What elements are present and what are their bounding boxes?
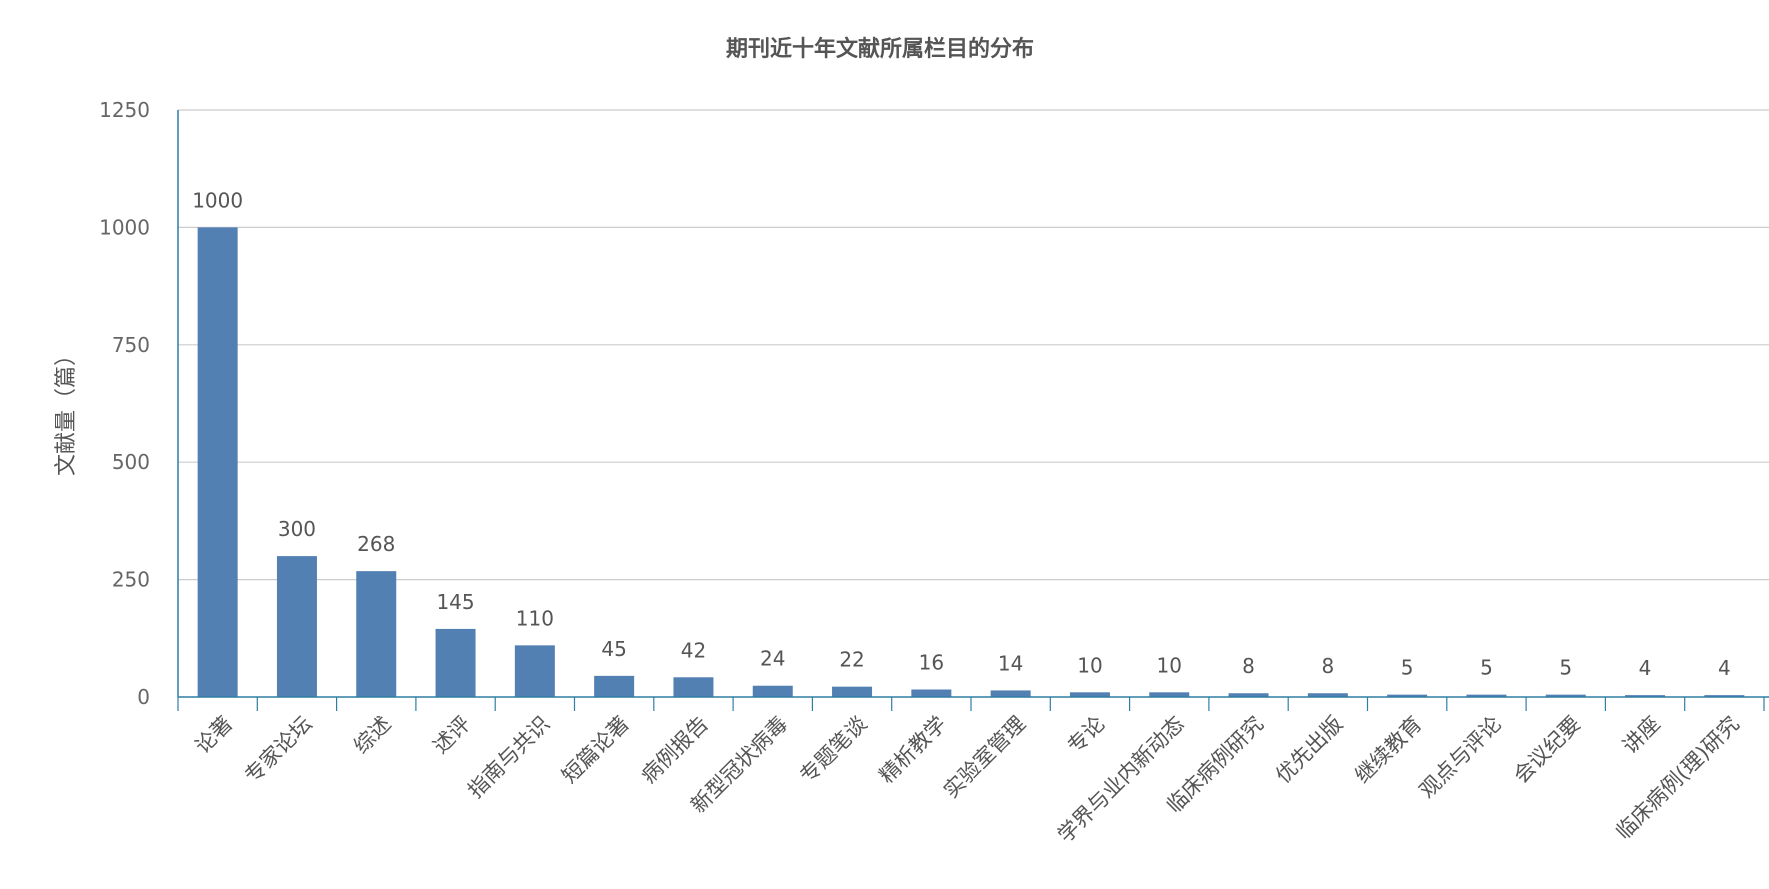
axes — [177, 110, 1769, 711]
x-tick-label: 观点与评论 — [1415, 712, 1506, 803]
y-tick-label: 500 — [112, 450, 150, 474]
data-label: 10 — [1157, 653, 1182, 677]
bar — [1545, 694, 1586, 697]
bar — [752, 685, 793, 697]
x-tick-label: 论著 — [191, 712, 238, 759]
x-tick-label: 优先出版 — [1271, 712, 1347, 788]
y-tick-label: 1250 — [99, 98, 150, 122]
bar — [197, 227, 238, 697]
data-label: 10 — [1077, 653, 1102, 677]
bar — [832, 686, 873, 697]
bar — [594, 675, 635, 697]
x-tick-label: 短篇论著 — [557, 712, 633, 788]
x-tick-label: 讲座 — [1618, 712, 1665, 759]
data-label: 22 — [839, 648, 864, 672]
data-label: 1000 — [192, 188, 243, 212]
bar — [1704, 695, 1745, 697]
x-tick-label: 继续教育 — [1350, 712, 1426, 788]
chart-title: 期刊近十年文献所属栏目的分布 — [726, 36, 1034, 62]
labels: 0250500750100012501000论著300专家论坛268综述145述… — [99, 98, 1744, 847]
y-tick-label: 250 — [112, 568, 150, 592]
data-label: 5 — [1401, 656, 1414, 680]
y-axis-title: 文献量（篇） — [54, 344, 79, 476]
bar — [276, 556, 317, 697]
data-label: 5 — [1480, 656, 1493, 680]
bar — [990, 690, 1031, 697]
data-label: 14 — [998, 651, 1023, 675]
bars — [197, 227, 1745, 697]
bar — [514, 645, 555, 697]
y-tick-label: 750 — [112, 333, 150, 357]
data-label: 42 — [681, 638, 706, 662]
x-tick-label: 病例报告 — [637, 712, 713, 788]
x-tick-label: 实验室管理 — [939, 712, 1030, 803]
x-tick-label: 专题笔谈 — [795, 712, 871, 788]
data-label: 4 — [1639, 656, 1652, 680]
bar — [1228, 693, 1269, 697]
x-tick-label: 专家论坛 — [240, 712, 316, 788]
x-tick-label: 指南与共识 — [463, 712, 554, 803]
data-label: 300 — [278, 517, 316, 541]
data-label: 45 — [601, 637, 626, 661]
data-label: 24 — [760, 647, 785, 671]
y-tick-label: 1000 — [99, 215, 150, 239]
data-label: 8 — [1242, 654, 1255, 678]
x-tick-label: 会议纪要 — [1509, 712, 1585, 788]
bar — [911, 689, 952, 697]
x-tick-label: 精析教学 — [875, 712, 951, 788]
bar — [673, 677, 714, 697]
bar — [1069, 692, 1110, 697]
x-tick-label: 述评 — [428, 712, 475, 759]
bar — [435, 628, 476, 697]
bar — [1307, 693, 1348, 697]
bar — [1387, 694, 1428, 697]
bar — [356, 571, 397, 697]
data-label: 8 — [1321, 654, 1334, 678]
data-label: 5 — [1559, 656, 1572, 680]
bar — [1625, 695, 1666, 697]
data-label: 110 — [516, 606, 554, 630]
data-label: 16 — [919, 650, 944, 674]
x-tick-label: 专论 — [1063, 712, 1110, 759]
y-tick-label: 0 — [137, 685, 150, 709]
bar — [1466, 694, 1507, 697]
data-label: 145 — [436, 590, 474, 614]
bar — [1149, 692, 1190, 697]
data-label: 4 — [1718, 656, 1731, 680]
data-label: 268 — [357, 532, 395, 556]
gridlines — [178, 109, 1769, 581]
x-tick-label: 综述 — [349, 712, 396, 759]
